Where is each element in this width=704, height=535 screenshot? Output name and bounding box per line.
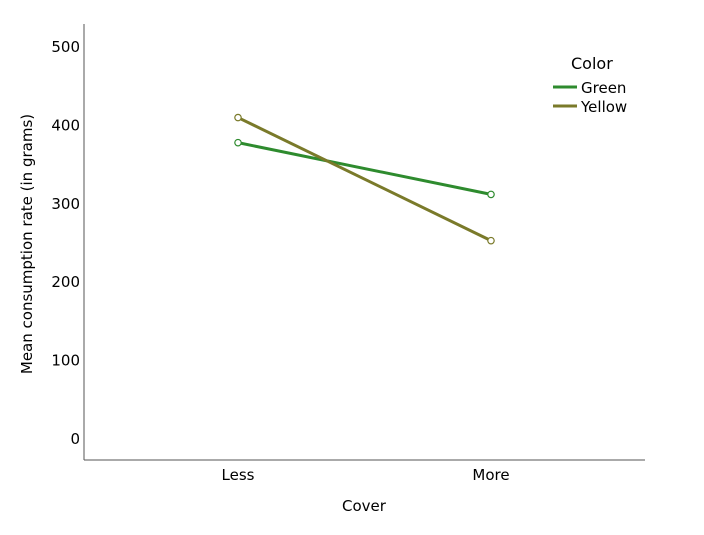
x-ticks: Less More (222, 466, 510, 484)
x-tick-label: Less (222, 466, 255, 484)
series-group (234, 113, 495, 245)
y-tick-label: 500 (51, 38, 80, 56)
series-line-green (237, 141, 492, 196)
x-axis-title: Cover (342, 497, 387, 515)
legend-label-green: Green (581, 79, 626, 97)
series-line-yellow (237, 116, 492, 242)
legend-label-yellow: Yellow (580, 98, 627, 116)
data-point-green (234, 138, 242, 147)
y-tick-label: 300 (51, 195, 80, 213)
y-tick-label: 400 (51, 116, 80, 134)
data-point-yellow (234, 113, 242, 122)
legend-title: Color (571, 54, 613, 73)
y-axis-title: Mean consumption rate (in grams) (18, 114, 36, 374)
y-tick-label: 200 (51, 273, 80, 291)
data-point-yellow (487, 236, 495, 245)
y-tick-label: 100 (51, 352, 80, 370)
y-ticks: 0 100 200 300 400 500 (51, 38, 80, 448)
x-tick-label: More (472, 466, 509, 484)
data-point-green (487, 190, 495, 199)
y-tick-label: 0 (70, 430, 80, 448)
axes (83, 24, 645, 461)
